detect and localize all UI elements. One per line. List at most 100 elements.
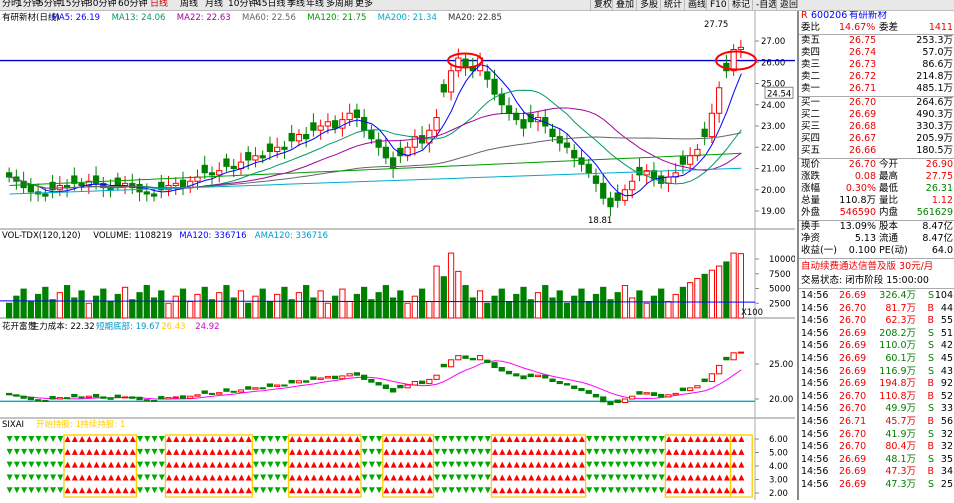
volume-bar <box>614 292 621 319</box>
sixai-up-arrow <box>731 474 738 481</box>
candle-body <box>303 134 310 140</box>
candle-body <box>27 183 34 193</box>
sixai-up-arrow <box>64 448 71 455</box>
ask-label: 卖五 <box>801 35 821 46</box>
bid-label: 买四 <box>801 133 821 144</box>
sixai-up-arrow <box>332 436 339 442</box>
sixai-up-arrow <box>694 436 701 442</box>
period-tab-6[interactable]: 日线 <box>150 0 169 9</box>
tick-row: 14:56 26.69 326.4万 S 104 <box>799 290 954 302</box>
indicator-candle <box>469 357 476 361</box>
sixai-down-arrow <box>463 487 470 494</box>
sixai-up-arrow <box>550 461 557 468</box>
sixai-down-arrow <box>368 474 375 481</box>
chart-area[interactable]: 有研新材(日线) MA5: 26.19 MA13: 24.06 MA22: 22.63… <box>0 11 796 500</box>
sixai-up-arrow <box>223 487 230 494</box>
sixai-down-arrow <box>434 448 441 455</box>
sixai-up-arrow <box>506 474 513 481</box>
sixai-down-arrow <box>622 461 629 468</box>
sixai-up-arrow <box>680 487 687 494</box>
toolbar-button-3[interactable]: 统计 <box>660 0 685 10</box>
sixai-down-arrow <box>651 448 658 455</box>
sixai-up-arrow <box>115 448 122 455</box>
tick-price: 26.70 <box>839 403 867 415</box>
sixai-up-arrow <box>419 474 426 481</box>
sixai-up-arrow <box>202 474 209 481</box>
candle-body <box>143 191 150 195</box>
indicator-candle <box>179 395 187 399</box>
period-tab-4[interactable]: 30分钟 <box>87 0 117 9</box>
tick-time: 14:56 <box>801 390 829 402</box>
sixai-up-arrow <box>318 448 325 455</box>
sixai-up-arrow <box>405 461 412 468</box>
toolbar-button-7[interactable]: -自选 <box>752 0 780 10</box>
promo-link[interactable]: 自动续费通达信普及版 30元/月 <box>801 261 934 272</box>
period-tab-12[interactable]: 年线 <box>306 0 325 9</box>
indicator-candle <box>513 373 520 377</box>
bid-row: 买二 26.69 490.3万 <box>799 109 954 121</box>
sixai-down-arrow <box>260 461 267 468</box>
sixai-down-arrow <box>615 448 622 455</box>
sixai-down-arrow <box>636 461 643 468</box>
toolbar-button-1[interactable]: 叠加 <box>612 0 637 10</box>
candle-body <box>614 192 621 201</box>
toolbar-button-8[interactable]: 返回 <box>776 0 801 10</box>
tick-volume: 194.8万 <box>879 378 916 390</box>
sixai-down-arrow <box>484 448 491 455</box>
period-tab-13[interactable]: 多周期 <box>326 0 354 9</box>
sixai-up-arrow <box>180 487 187 494</box>
indicator-candle <box>629 395 636 400</box>
sixai-up-arrow <box>303 461 310 468</box>
indicator-candle <box>92 393 100 398</box>
period-tab-2[interactable]: 5分钟 <box>38 0 62 9</box>
toolbar-button-6[interactable]: 标记 <box>728 0 753 10</box>
sixai-up-arrow <box>673 448 680 455</box>
tick-price: 26.69 <box>839 327 867 339</box>
stat-label: 量比 <box>879 195 899 206</box>
candle-body <box>252 155 259 161</box>
toolbar-button-2[interactable]: 多股 <box>636 0 661 10</box>
tick-time: 14:56 <box>801 327 829 339</box>
sixai-up-arrow <box>86 487 93 494</box>
period-tab-7[interactable]: 周线 <box>180 0 199 9</box>
toolbar-button-5[interactable]: F10 <box>706 0 730 10</box>
promo-row: 自动续费通达信普及版 30元/月 <box>799 261 954 273</box>
sixai-up-arrow <box>528 436 535 442</box>
vol-tick-2: 5000 <box>769 285 791 295</box>
toolbar-button-4[interactable]: 画线 <box>684 0 709 10</box>
sixai-up-arrow <box>216 487 223 494</box>
volume-bar <box>368 299 375 319</box>
period-tab-3[interactable]: 15分钟 <box>60 0 90 9</box>
bid-vol: 205.9万 <box>916 133 953 144</box>
sixai-up-arrow <box>542 474 549 481</box>
sixai-up-arrow <box>723 474 730 481</box>
sixai-up-arrow <box>223 474 230 481</box>
period-tab-1[interactable]: 1分钟 <box>17 0 41 9</box>
period-tab-8[interactable]: 月线 <box>205 0 224 9</box>
period-tab-14[interactable]: 更多 <box>355 0 374 9</box>
period-tab-5[interactable]: 60分钟 <box>118 0 148 9</box>
sixai-down-arrow <box>6 487 13 494</box>
tick-row: 14:56 26.69 47.3万 S 25 <box>799 479 954 491</box>
sixai-down-arrow <box>448 436 455 442</box>
candle-body <box>208 172 216 176</box>
sixai-down-arrow <box>658 474 665 481</box>
sixai-up-arrow <box>64 436 71 442</box>
sixai-up-arrow <box>209 474 216 481</box>
volume-bar <box>476 290 484 319</box>
tick-price: 26.70 <box>839 302 867 314</box>
period-tab-9[interactable]: 10分钟 <box>228 0 258 9</box>
sixai-up-arrow <box>731 448 738 455</box>
kline-chart-svg[interactable]: 有研新材(日线)MA5: 26.19 MA13: 24.06 MA22: 22.63… <box>0 11 796 500</box>
period-tab-10[interactable]: 45日线 <box>256 0 286 9</box>
sixai-down-arrow <box>6 461 13 468</box>
candle-body <box>643 170 650 176</box>
price-tick-2: 25.00 <box>761 80 785 90</box>
tick-time: 14:56 <box>801 302 829 314</box>
toolbar-button-0[interactable]: 复权 <box>590 0 615 10</box>
sixai-up-arrow <box>238 487 245 494</box>
indicator-candle <box>382 384 389 389</box>
period-tab-11[interactable]: 季线 <box>287 0 306 9</box>
sixai-up-arrow <box>673 436 680 442</box>
period-tab-0[interactable]: 分时 <box>2 0 21 9</box>
